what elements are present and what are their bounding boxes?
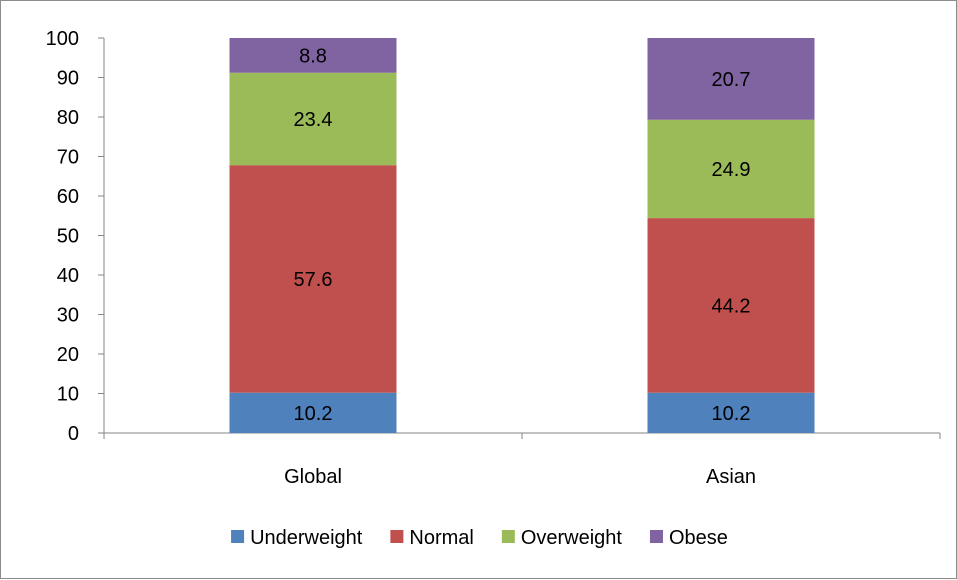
bar-segment-normal <box>229 165 397 393</box>
legend-swatch-obese <box>649 530 663 543</box>
y-tick-label: 40 <box>57 265 79 287</box>
data-label: 8.8 <box>299 45 327 67</box>
legend-label-obese: Obese <box>669 527 728 549</box>
bar-segment-overweight <box>229 72 397 166</box>
legend-label-overweight: Overweight <box>521 527 623 549</box>
y-tick-label: 70 <box>57 147 79 169</box>
bar-segment-obese <box>229 38 397 73</box>
data-label: 10.2 <box>712 403 751 425</box>
legend-label-underweight: Underweight <box>250 527 363 549</box>
y-tick-label: 20 <box>57 344 79 366</box>
y-tick-label: 10 <box>57 384 79 406</box>
legend-swatch-overweight <box>501 530 515 543</box>
legend-swatch-underweight <box>231 530 245 543</box>
legend-label-normal: Normal <box>409 527 473 549</box>
data-label: 23.4 <box>294 109 333 131</box>
x-category-label: Asian <box>706 466 756 488</box>
data-label: 57.6 <box>294 269 333 291</box>
y-tick-label: 100 <box>46 28 79 50</box>
data-label: 20.7 <box>712 69 751 91</box>
y-tick-label: 60 <box>57 186 79 208</box>
legend-swatch-normal <box>390 530 404 543</box>
y-tick-label: 50 <box>57 226 79 248</box>
bar-segment-overweight <box>647 119 815 219</box>
bar-segment-normal <box>647 218 815 393</box>
y-tick-label: 80 <box>57 107 79 129</box>
x-category-label: Global <box>284 466 342 488</box>
data-label: 10.2 <box>294 403 333 425</box>
bar-segment-underweight <box>229 392 397 433</box>
y-tick-label: 30 <box>57 305 79 327</box>
y-tick-label: 90 <box>57 68 79 90</box>
bar-segment-underweight <box>647 392 815 433</box>
bar-segment-obese <box>647 38 815 120</box>
data-label: 24.9 <box>712 159 751 181</box>
y-tick-label: 0 <box>68 423 79 445</box>
data-label: 44.2 <box>712 295 751 317</box>
